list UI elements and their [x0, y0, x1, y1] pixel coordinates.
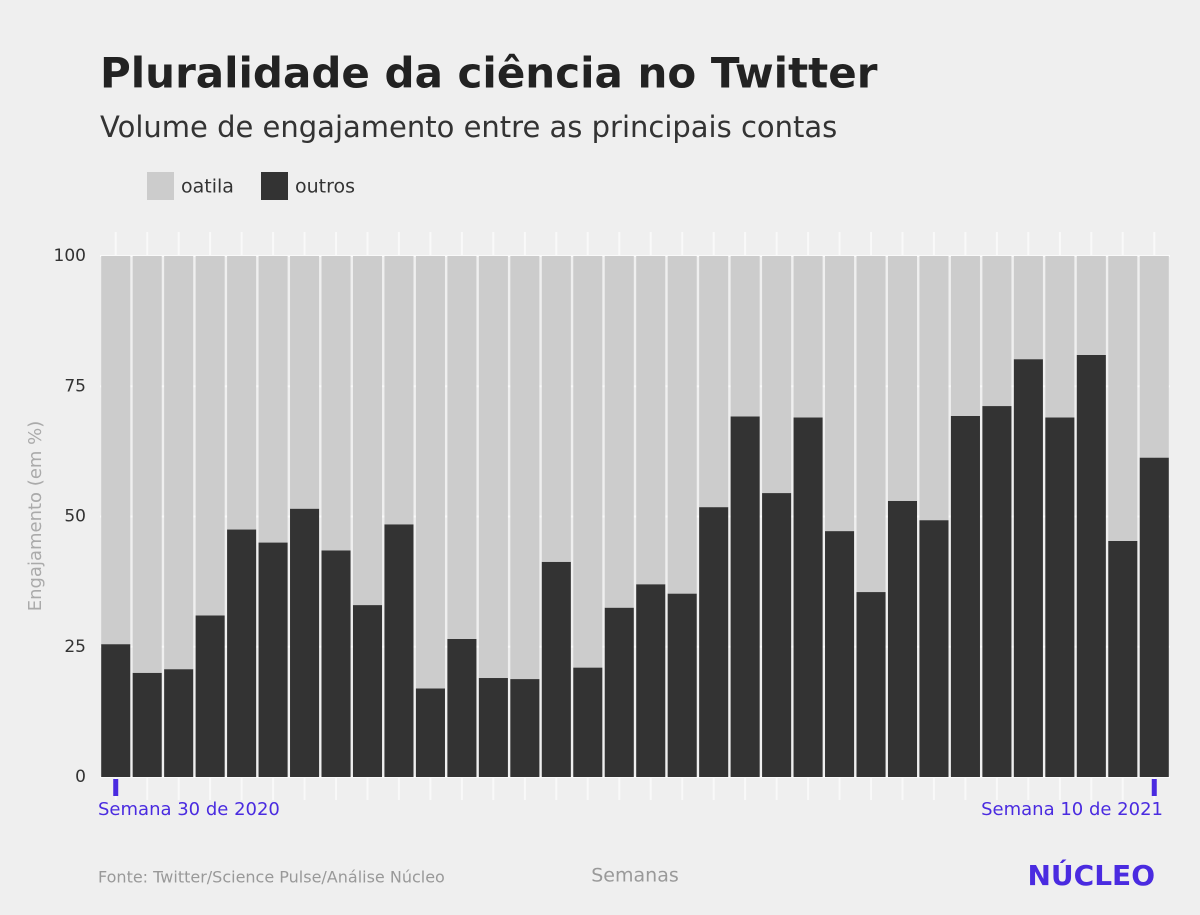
- bar-segment: [290, 508, 320, 777]
- bar-segment: [699, 256, 729, 508]
- bar-segment: [195, 256, 225, 616]
- bar-segment: [667, 256, 697, 594]
- bar-segment: [384, 524, 414, 777]
- bar-segment: [415, 688, 445, 777]
- bar-segment: [1045, 417, 1075, 777]
- bar-segment: [730, 416, 760, 777]
- x-tick-label: Semana 10 de 2021: [981, 799, 1163, 820]
- source: Fonte: Twitter/Science Pulse/Análise Núc…: [98, 868, 445, 887]
- bar-segment: [950, 415, 980, 777]
- bar-segment: [762, 493, 792, 777]
- legend-label: outros: [295, 176, 355, 198]
- bar-segment: [573, 256, 603, 668]
- legend-swatch: [261, 172, 288, 200]
- bar-segment: [1108, 256, 1138, 541]
- bar-segment: [604, 607, 634, 777]
- legend-label: oatila: [181, 176, 234, 198]
- bar-segment: [762, 256, 792, 494]
- legend-swatch: [147, 172, 174, 200]
- bar-segment: [1045, 256, 1075, 418]
- bar-segment: [352, 256, 383, 606]
- bar-segment: [887, 256, 918, 501]
- bar-segment: [258, 256, 288, 543]
- bar-segment: [1139, 457, 1169, 777]
- bar-segment: [132, 256, 162, 673]
- bar-segment: [227, 529, 257, 777]
- y-tick-label: 50: [64, 507, 86, 527]
- bar-segment: [636, 584, 666, 777]
- bar-segment: [919, 256, 949, 521]
- bar-segment: [447, 638, 477, 777]
- bar-segment: [101, 256, 131, 645]
- bar-segment: [1108, 540, 1138, 777]
- bar-segment: [164, 256, 194, 670]
- bar-segment: [793, 256, 823, 418]
- bar-segment: [982, 406, 1012, 777]
- bar-segment: [887, 500, 918, 777]
- bar-segment: [258, 542, 288, 777]
- bar-segment: [699, 507, 729, 777]
- bar-segment: [510, 679, 540, 777]
- chart-subtitle: Volume de engajamento entre as principai…: [100, 110, 837, 144]
- bar-segment: [290, 256, 320, 509]
- bar-segment: [604, 256, 634, 608]
- bar-segment: [447, 256, 477, 639]
- y-tick-label: 100: [54, 246, 86, 266]
- bar-segment: [919, 520, 949, 777]
- bar-segment: [636, 256, 666, 585]
- bar-segment: [1076, 354, 1106, 777]
- x-axis-label: Semanas: [591, 865, 679, 887]
- bar-segment: [730, 256, 760, 417]
- bar-segment: [164, 669, 194, 777]
- y-tick-label: 25: [64, 637, 86, 657]
- bar-segment: [384, 256, 414, 525]
- bar-segment: [856, 592, 886, 777]
- bar-segment: [667, 593, 697, 777]
- bar-segment: [132, 672, 162, 777]
- x-tick-label: Semana 30 de 2020: [98, 799, 280, 820]
- bar-segment: [227, 256, 257, 530]
- y-axis-label: Engajamento (em %): [25, 421, 46, 612]
- bar-segment: [1013, 359, 1043, 777]
- bar-segment: [101, 644, 131, 777]
- bar-segment: [1139, 256, 1169, 458]
- y-tick-label: 0: [75, 767, 86, 787]
- y-tick-label: 75: [64, 376, 86, 396]
- bar-segment: [1076, 256, 1106, 355]
- bar-segment: [195, 615, 225, 777]
- bar-segment: [982, 256, 1012, 407]
- chart-title: Pluralidade da ciência no Twitter: [100, 49, 878, 98]
- bar-segment: [825, 256, 855, 532]
- bar-segment: [321, 550, 351, 777]
- logo: NÚCLEO: [1028, 858, 1156, 892]
- bar-segment: [573, 667, 603, 777]
- bar-segment: [1013, 256, 1043, 360]
- bar-segment: [352, 605, 383, 777]
- bar-segment: [478, 256, 508, 679]
- bar-segment: [856, 256, 886, 593]
- bar-segment: [478, 678, 508, 777]
- bar-segment: [950, 256, 980, 416]
- bar-segment: [510, 256, 540, 680]
- bar-segment: [321, 256, 351, 551]
- bar-segment: [541, 561, 571, 777]
- bar-segment: [825, 531, 855, 777]
- bar-segment: [415, 256, 445, 689]
- bar-segment: [541, 256, 571, 562]
- bar-segment: [793, 417, 823, 777]
